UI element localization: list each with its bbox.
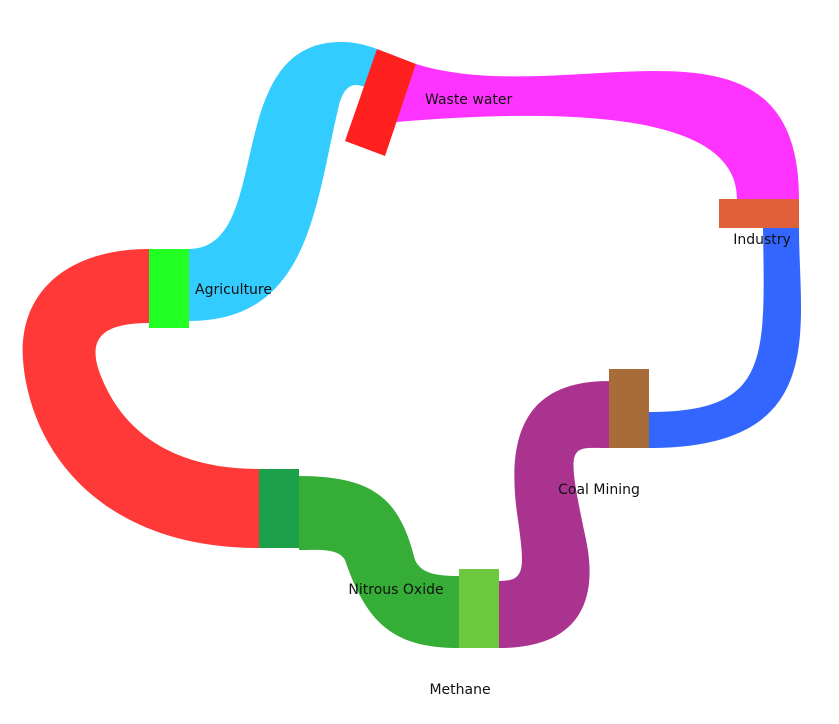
node-nitrous-oxide	[259, 469, 299, 548]
link-industry-to-coal-mining	[649, 228, 802, 448]
node-label-agriculture: Agriculture	[195, 282, 272, 298]
labels-layer: Agriculture Waste water Industry Coal Minin…	[195, 92, 791, 698]
node-methane	[459, 569, 499, 648]
link-coal-mining-to-methane	[499, 369, 609, 648]
node-label-nitrous-oxide: Nitrous Oxide	[348, 582, 443, 598]
node-label-waste-water: Waste water	[425, 92, 513, 108]
link-nitrous-oxide-to-agriculture	[22, 249, 260, 548]
node-waste-water	[345, 49, 416, 156]
link-agriculture-to-waste-water	[189, 42, 377, 321]
links-layer	[22, 42, 802, 648]
nodes-layer	[149, 49, 799, 648]
node-label-industry: Industry	[733, 232, 791, 248]
node-coal-mining	[609, 369, 649, 448]
node-label-coal-mining: Coal Mining	[558, 482, 640, 498]
node-label-methane: Methane	[429, 682, 490, 698]
node-industry	[719, 199, 799, 228]
link-waste-water-to-industry	[396, 64, 799, 199]
link-methane-to-nitrous-oxide	[299, 476, 459, 648]
node-agriculture	[149, 249, 189, 328]
